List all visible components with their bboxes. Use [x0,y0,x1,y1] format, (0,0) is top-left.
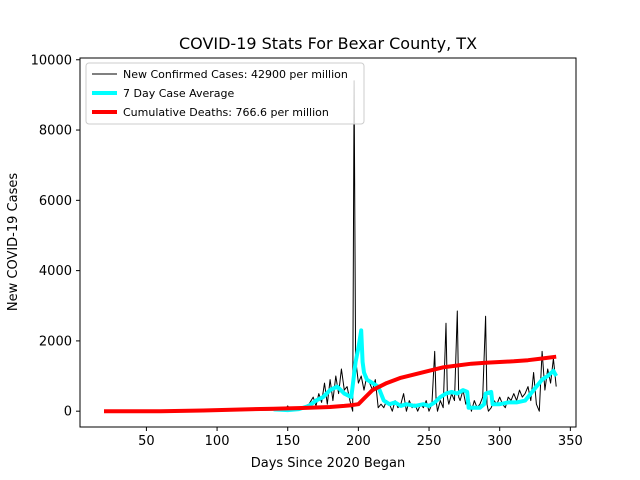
y-axis-label: New COVID-19 Cases [6,173,21,311]
legend-label-2: 7 Day Case Average [123,87,235,100]
x-tick-label: 150 [275,434,300,449]
y-tick-label: 10000 [31,53,72,68]
y-tick-label: 0 [64,405,72,420]
x-tick-label: 250 [417,434,442,449]
chart-title: COVID-19 Stats For Bexar County, TX [179,34,477,53]
legend: New Confirmed Cases: 42900 per million 7 … [85,62,365,125]
series-line-2 [273,328,558,413]
x-tick-label: 350 [558,434,583,449]
x-tick-label: 100 [205,434,230,449]
x-tick-label: 300 [487,434,512,449]
x-tick-label: 200 [346,434,371,449]
y-axis: 0 2000 4000 6000 8000 10000 [31,53,80,420]
y-tick-label: 4000 [39,264,72,279]
y-tick-label: 2000 [39,334,72,349]
x-axis-label: Days Since 2020 Began [251,456,406,471]
y-tick-label: 6000 [39,194,72,209]
y-tick-label: 8000 [39,124,72,139]
series-layer [104,80,558,414]
plot-border [79,57,577,428]
legend-box [85,62,365,125]
x-axis: 50 100 150 200 250 300 350 [138,427,583,449]
legend-label-1: New Confirmed Cases: 42900 per million [123,68,348,81]
legend-label-3: Cumulative Deaths: 766.6 per million [123,106,329,119]
x-tick-label: 50 [138,434,155,449]
series-line-3 [104,354,557,414]
